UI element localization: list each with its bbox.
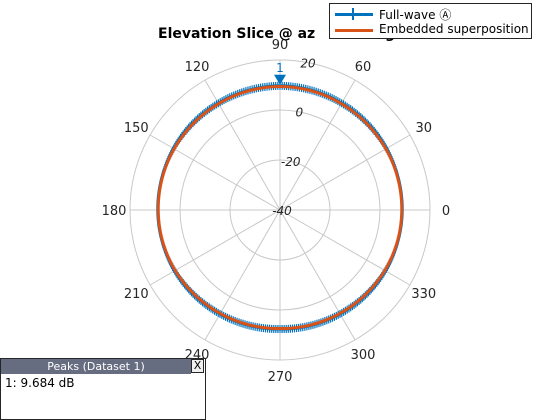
angle-tick-label-30: 30 (415, 121, 432, 136)
radial-tick-label-20: 20 (300, 56, 316, 70)
grid-spoke-60 (279, 79, 356, 211)
peak-marker-label: 1 (276, 61, 284, 75)
grid-spoke-210 (149, 209, 281, 286)
legend-item-fullwave[interactable]: Full-wave Ⓐ (330, 5, 531, 22)
angle-tick-label-270: 270 (268, 370, 293, 385)
grid-spoke-150 (149, 134, 281, 211)
grid-spoke-300 (279, 209, 356, 341)
chart-title: Elevation Slice @ az (158, 26, 315, 42)
peak-marker-triangle (274, 74, 286, 85)
radial-tick-label--20: -20 (281, 155, 301, 169)
label-layer: 0306090120150180210240270300330-40-20020… (102, 38, 451, 385)
angle-tick-label-210: 210 (124, 287, 149, 302)
grid-spoke-240 (204, 209, 281, 341)
radial-tick-label-0: 0 (296, 106, 304, 120)
angle-tick-label-90: 90 (272, 38, 289, 53)
polar-grid (129, 59, 431, 361)
angle-tick-label-60: 60 (355, 60, 372, 75)
legend-item-embedded[interactable]: Embedded superposition (330, 21, 531, 38)
angle-tick-label-300: 300 (351, 348, 376, 363)
radial-tick-label--40: -40 (272, 204, 292, 218)
angle-tick-label-150: 150 (124, 121, 149, 136)
angle-tick-label-120: 120 (185, 60, 210, 75)
peaks-table-panel[interactable]: Peaks (Dataset 1) X 1: 9.684 dB (0, 358, 206, 420)
grid-spoke-120 (204, 79, 281, 211)
legend-label-fullwave: Full-wave Ⓐ (379, 8, 452, 22)
series-layer (156, 81, 404, 334)
peaks-table-row[interactable]: 1: 9.684 dB (5, 376, 75, 390)
legend-label-embedded: Embedded superposition (379, 22, 529, 36)
angle-tick-label-0: 0 (442, 204, 450, 219)
angle-tick-label-330: 330 (411, 287, 436, 302)
series-embedded-line (156, 84, 404, 331)
grid-spoke-330 (279, 209, 411, 286)
grid-spoke-30 (279, 134, 411, 211)
legend[interactable]: Full-wave Ⓐ Embedded superposition (329, 3, 532, 39)
angle-tick-label-180: 180 (102, 204, 127, 219)
peaks-table-title: Peaks (Dataset 1) (1, 359, 191, 374)
close-button[interactable]: X (191, 359, 204, 373)
legend-swatch-fullwave (335, 13, 373, 16)
legend-swatch-embedded (335, 29, 373, 32)
legend-marker-fullwave (352, 8, 354, 20)
